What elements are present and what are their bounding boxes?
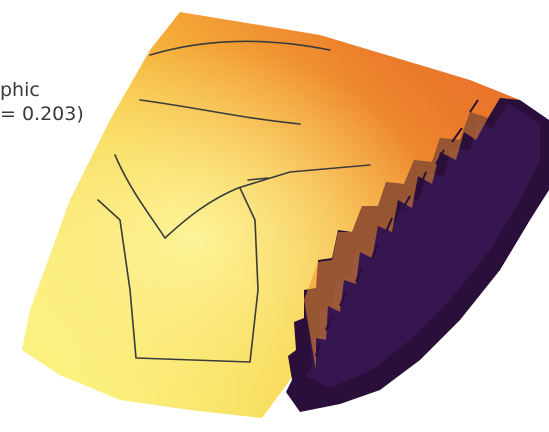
upper-arc-line — [149, 40, 331, 56]
y-shape-right-arm — [164, 164, 371, 239]
edge-spikes — [303, 99, 479, 381]
y-shape-left-arm — [114, 154, 166, 239]
upper-cross-line — [139, 99, 301, 125]
dark-ridge-region — [286, 98, 549, 412]
caption-line-2: = 0.203) — [0, 103, 84, 125]
inner-short-line — [247, 177, 269, 181]
caption-line-1: phic — [0, 79, 40, 101]
contour-outline — [97, 40, 371, 363]
left-vertical-line — [97, 187, 259, 363]
